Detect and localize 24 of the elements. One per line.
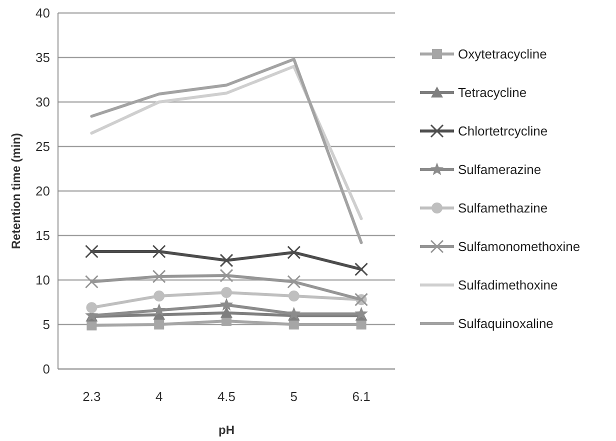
legend-label: Sulfadimethoxine bbox=[458, 278, 558, 293]
legend-label: Sulfamethazine bbox=[458, 200, 548, 216]
y-tick-label: 10 bbox=[36, 272, 50, 288]
y-tick-label: 25 bbox=[36, 139, 50, 154]
y-tick-label: 0 bbox=[42, 362, 50, 377]
y-tick-label: 20 bbox=[36, 184, 50, 199]
legend-label: Oxytetracycline bbox=[458, 46, 547, 62]
legend-label: Tetracycline bbox=[458, 85, 527, 100]
y-tick-label: 40 bbox=[36, 6, 50, 21]
x-tick-label: 5 bbox=[290, 389, 298, 404]
x-tick-label: 6.1 bbox=[352, 389, 370, 404]
y-tick-label: 30 bbox=[36, 94, 50, 110]
y-tick-label: 15 bbox=[36, 228, 50, 244]
legend-label: Chlortetrcycline bbox=[458, 124, 548, 139]
legend-label: Sulfamerazine bbox=[458, 162, 542, 178]
legend-label: Sulfamonomethoxine bbox=[458, 239, 580, 254]
x-tick-label: 4.5 bbox=[217, 389, 236, 404]
legend-label: Sulfaquinoxaline bbox=[458, 316, 554, 332]
y-tick-label: 35 bbox=[36, 50, 50, 66]
x-tick-label: 4 bbox=[155, 389, 163, 404]
y-axis-title: Retention time (min) bbox=[9, 133, 23, 249]
x-axis-title: pH bbox=[218, 423, 234, 437]
x-tick-label: 2.3 bbox=[82, 389, 101, 404]
y-tick-label: 5 bbox=[42, 317, 50, 332]
